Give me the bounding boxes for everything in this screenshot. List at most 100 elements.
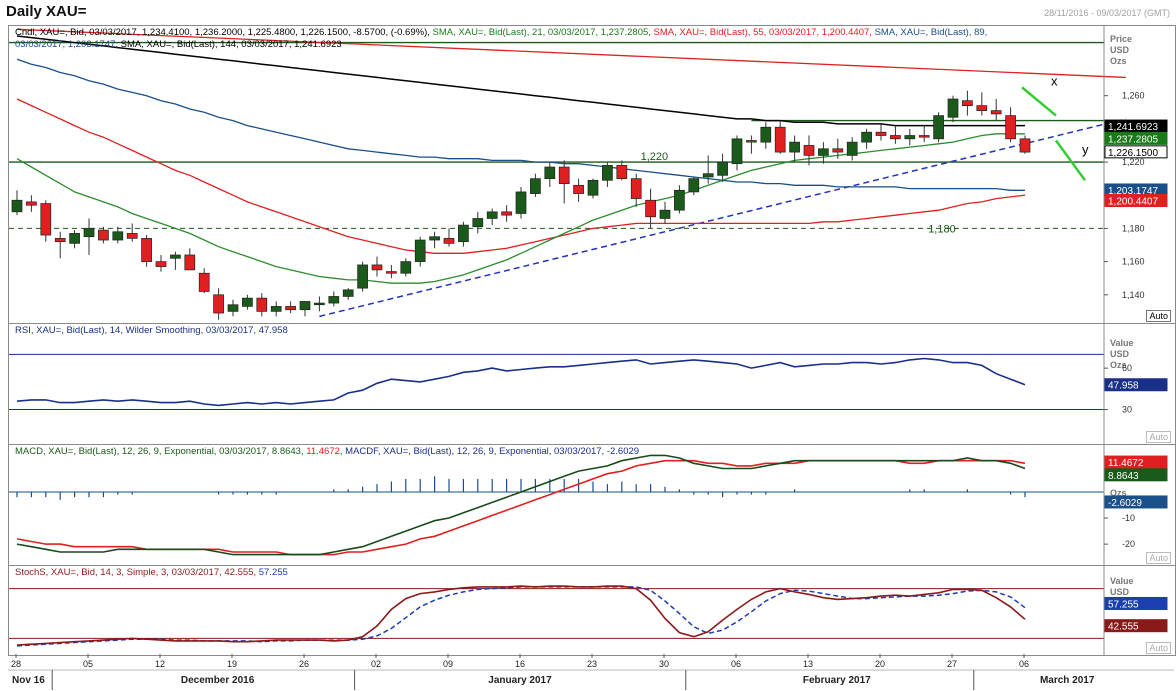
macd-line bbox=[16, 454, 1026, 556]
candle-body bbox=[54, 238, 66, 243]
candle-body bbox=[242, 297, 253, 307]
sma-55-line bbox=[16, 98, 1026, 254]
x-day-label: 28 bbox=[11, 659, 21, 669]
y-tick-label: 1,160 bbox=[1122, 257, 1145, 267]
candle-body bbox=[486, 211, 498, 219]
red-resistance-line bbox=[16, 28, 1126, 79]
candle-body bbox=[443, 238, 455, 244]
candle-body bbox=[112, 231, 124, 241]
candle-body bbox=[429, 236, 440, 241]
candle-body bbox=[616, 165, 628, 179]
candle-body bbox=[1019, 138, 1031, 153]
last-value-1-bg bbox=[1104, 131, 1168, 145]
candle-body bbox=[558, 166, 570, 184]
candle-body bbox=[213, 294, 224, 314]
sma-144-line bbox=[16, 35, 1025, 127]
candle-body bbox=[890, 135, 901, 140]
candle-body bbox=[544, 166, 556, 179]
candle-body bbox=[990, 110, 1002, 115]
stoch-last-value-1: 42.555 bbox=[1108, 622, 1139, 633]
candle-body bbox=[530, 178, 541, 194]
stoch-last-value-1-bg bbox=[1104, 619, 1168, 633]
candle-body bbox=[861, 131, 872, 143]
macd-panel[interactable]: MACD, XAU=, Bid(Last), 12, 26, 9, Expone… bbox=[8, 444, 1176, 566]
candle-body bbox=[299, 301, 311, 311]
candle-body bbox=[918, 135, 930, 138]
rsi-auto-button[interactable]: Auto bbox=[1146, 431, 1171, 443]
candle-body bbox=[803, 145, 815, 156]
x-day-label: 23 bbox=[587, 659, 597, 669]
legend-stoch-d: 57.255 bbox=[258, 567, 288, 578]
axis-header-0: Price bbox=[1110, 34, 1132, 44]
rsi-panel[interactable]: RSI, XAU=, Bid(Last), 14, Wilder Smoothi… bbox=[8, 323, 1176, 445]
candle-body bbox=[270, 306, 282, 312]
candle-body bbox=[1005, 115, 1016, 140]
candle-body bbox=[328, 296, 340, 304]
candle-body bbox=[126, 233, 138, 239]
support-1180-label: 1,180 bbox=[928, 223, 956, 235]
candle-body bbox=[11, 199, 23, 213]
macd-last-value-2-bg bbox=[1104, 495, 1168, 509]
legend-rsi: RSI, XAU=, Bid(Last), 14, Wilder Smoothi… bbox=[15, 325, 288, 336]
price-auto-button[interactable]: Auto bbox=[1146, 310, 1171, 322]
last-value-4: 1,200.4407 bbox=[1108, 197, 1158, 208]
axis-header-1: USD bbox=[1110, 349, 1130, 359]
candle-body bbox=[184, 254, 196, 271]
candle-body bbox=[875, 131, 887, 136]
x-day-label: 13 bbox=[803, 659, 813, 669]
candle-body bbox=[947, 98, 959, 118]
y-tick-label: 30 bbox=[1122, 405, 1132, 415]
candle-body bbox=[587, 179, 599, 196]
axis-header-0: Value bbox=[1110, 576, 1134, 586]
y-tick-label: -20 bbox=[1122, 539, 1135, 549]
x-day-label: 06 bbox=[731, 659, 741, 669]
stoch-panel[interactable]: StochS, XAU=, Bid, 14, 3, Simple, 3, 03/… bbox=[8, 565, 1176, 656]
candle-body bbox=[83, 228, 95, 238]
y-tick-label: 1,260 bbox=[1122, 91, 1145, 101]
candle-body bbox=[774, 126, 786, 153]
last-value-2-bg bbox=[1104, 145, 1168, 159]
x-day-label: 09 bbox=[443, 659, 453, 669]
macd-last-value-2: -2.6029 bbox=[1108, 498, 1142, 509]
last-value-2: 1,226.1500 bbox=[1108, 148, 1158, 159]
date-range: 28/11/2016 - 09/03/2017 (GMT) bbox=[1044, 8, 1170, 18]
axis-header-2: Ozs bbox=[1110, 360, 1127, 370]
macd-chart-svg: Ozs -20 -10 11.4672 8.8643 -2.6029 bbox=[9, 445, 1168, 565]
candle-body bbox=[256, 297, 268, 312]
last-value-3: 1,203.1747 bbox=[1108, 186, 1158, 197]
x-day-label: 19 bbox=[227, 659, 237, 669]
macd-auto-button[interactable]: Auto bbox=[1146, 552, 1171, 564]
candle-body bbox=[400, 261, 412, 274]
candle-body bbox=[573, 184, 584, 194]
stoch-auto-button[interactable]: Auto bbox=[1146, 642, 1171, 654]
macd-legend: MACD, XAU=, Bid(Last), 12, 26, 9, Expone… bbox=[15, 446, 639, 457]
axis-header-0: Ozs bbox=[1110, 488, 1127, 498]
x-day-label: 26 bbox=[299, 659, 309, 669]
last-value-0: 1,241.6923 bbox=[1108, 122, 1158, 133]
candle-body bbox=[198, 272, 210, 292]
candle-body bbox=[26, 201, 37, 206]
candle-body bbox=[846, 141, 858, 156]
macd-signal-line bbox=[16, 459, 1026, 556]
x-day-label: 20 bbox=[875, 659, 885, 669]
candle-body bbox=[170, 254, 181, 259]
y-tick-label: 1,140 bbox=[1122, 290, 1145, 300]
candle-body bbox=[472, 218, 484, 228]
uptrend-line bbox=[319, 118, 1126, 318]
candle-body bbox=[141, 238, 152, 262]
stoch-d-line bbox=[16, 586, 1026, 647]
macd-last-value-1: 8.8643 bbox=[1108, 471, 1139, 482]
candle-body bbox=[458, 224, 469, 243]
stoch-last-value-0: 57.255 bbox=[1108, 599, 1139, 610]
y-tick-label: 1,180 bbox=[1122, 223, 1145, 233]
legend-candle: Cndl, XAU=, Bid, 03/03/2017, 1,234.4100,… bbox=[15, 27, 430, 38]
candle-body bbox=[227, 304, 239, 312]
legend-sma21: SMA, XAU=, Bid(Last), 21, 03/03/2017, 1,… bbox=[432, 27, 651, 38]
candle-body bbox=[371, 264, 383, 271]
price-panel[interactable]: Cndl, XAU=, Bid, 03/03/2017, 1,234.4100,… bbox=[8, 25, 1176, 324]
annotation-y: y bbox=[1082, 142, 1089, 157]
candle-body bbox=[962, 100, 973, 106]
